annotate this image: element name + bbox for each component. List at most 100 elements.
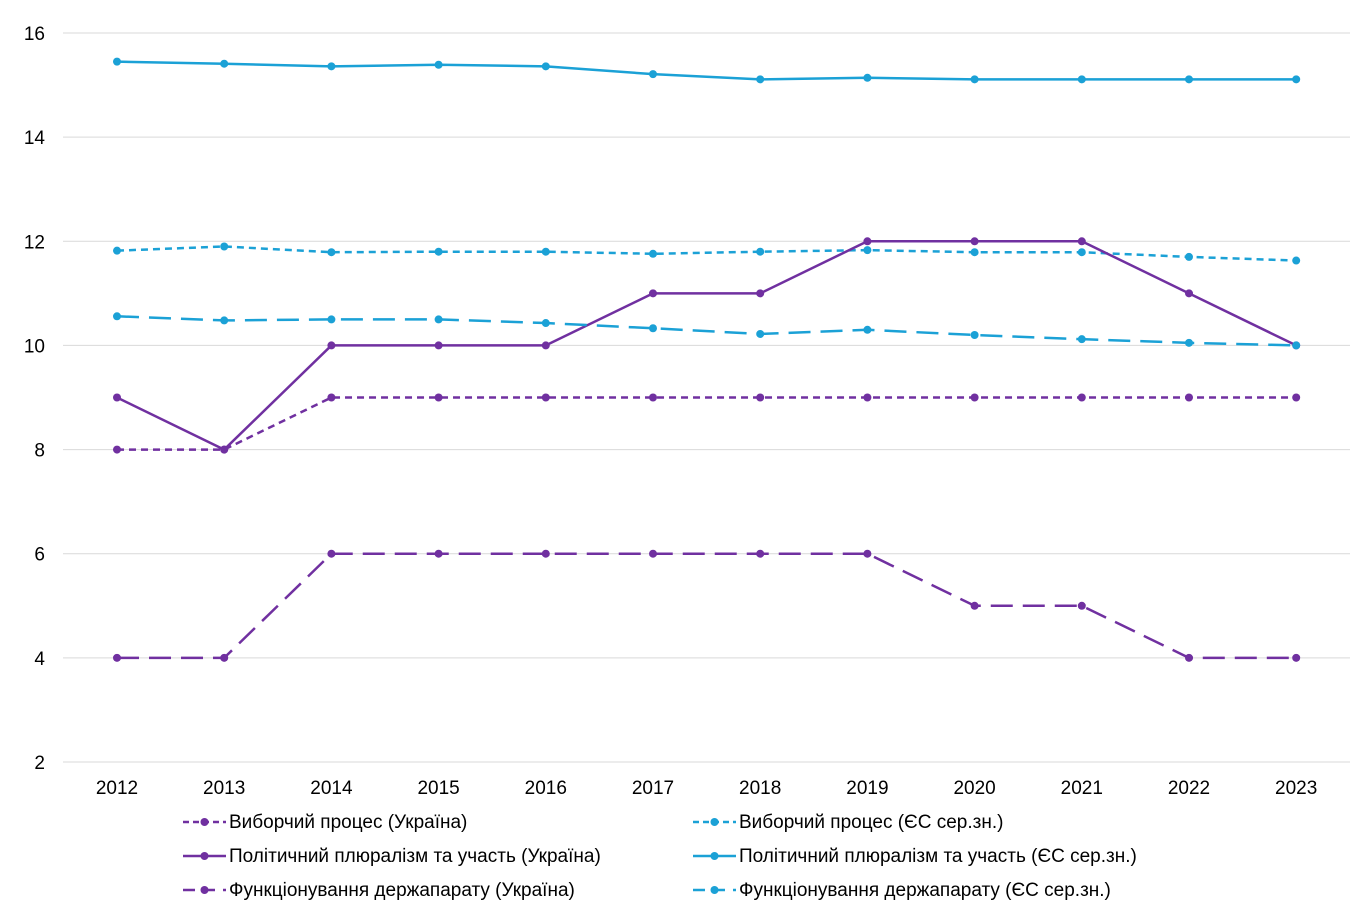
- data-point: [863, 393, 872, 402]
- legend-marker: [710, 818, 719, 826]
- data-point: [327, 341, 336, 350]
- series-4: [113, 57, 1301, 84]
- data-point: [113, 445, 121, 454]
- data-point: [220, 59, 229, 68]
- legend-marker: [200, 818, 209, 826]
- legend-item: Функціонування держапарату (Україна): [183, 880, 575, 901]
- legend-marker: [200, 852, 209, 860]
- series-line: [116, 245, 1297, 262]
- data-point: [113, 653, 121, 662]
- data-point: [541, 247, 550, 256]
- data-point: [649, 70, 657, 79]
- data-point: [434, 393, 443, 402]
- y-tick-label: 14: [24, 128, 46, 149]
- legend-item: Виборчий процес (ЄС сер.зн.): [693, 812, 1003, 833]
- data-point: [541, 341, 550, 350]
- data-point: [541, 62, 550, 71]
- data-point: [1077, 75, 1086, 84]
- legend-label: Виборчий процес (Україна): [229, 812, 467, 833]
- data-point: [541, 549, 550, 558]
- legend-label: Функціонування держапарату (Україна): [229, 880, 575, 901]
- data-point: [220, 242, 229, 251]
- y-tick-label: 8: [34, 441, 45, 462]
- legend: Виборчий процес (Україна) Виборчий процес…: [183, 812, 1137, 901]
- data-point: [220, 653, 229, 662]
- legend-item: Виборчий процес (Україна): [183, 812, 467, 833]
- data-point: [970, 331, 979, 340]
- data-point: [863, 549, 872, 558]
- data-point: [1185, 289, 1193, 298]
- x-axis: 2012 2013 2014 2015 2016 2017 2018 2019 2020 2021…: [96, 778, 1317, 799]
- data-point: [1185, 653, 1193, 662]
- x-tick-label: 2014: [310, 778, 353, 799]
- data-point: [649, 289, 657, 298]
- legend-item: Політичний плюралізм та участь (ЄС сер.з…: [693, 846, 1137, 867]
- legend-item: Політичний плюралізм та участь (Україна): [183, 846, 601, 867]
- series-5: [113, 549, 1301, 662]
- data-point: [434, 315, 443, 324]
- y-tick-label: 12: [24, 232, 45, 253]
- x-tick-label: 2018: [739, 778, 781, 799]
- series-line: [116, 240, 1297, 451]
- data-point: [863, 73, 872, 82]
- data-point: [649, 249, 657, 258]
- series-line: [117, 552, 1297, 660]
- legend-marker: [200, 886, 209, 894]
- data-point: [1077, 393, 1086, 402]
- legend-label: Виборчий процес (ЄС сер.зн.): [739, 812, 1003, 833]
- data-point: [863, 325, 872, 334]
- series-2: [113, 242, 1301, 265]
- legend-label: Функціонування держапарату (ЄС сер.зн.): [739, 880, 1111, 901]
- data-point: [113, 246, 121, 255]
- data-point: [541, 393, 550, 402]
- data-point: [756, 247, 765, 256]
- data-point: [649, 549, 657, 558]
- data-point: [863, 246, 872, 255]
- data-point: [1292, 653, 1301, 662]
- legend-marker: [710, 852, 719, 860]
- data-point: [327, 549, 336, 558]
- data-point: [970, 248, 979, 257]
- x-tick-label: 2022: [1168, 778, 1210, 799]
- series-lines: [113, 57, 1301, 662]
- data-point: [327, 248, 336, 257]
- x-tick-label: 2012: [96, 778, 138, 799]
- series-line: [116, 60, 1297, 81]
- legend-label: Політичний плюралізм та участь (ЄС сер.з…: [739, 846, 1137, 867]
- y-tick-label: 16: [24, 24, 45, 45]
- data-point: [113, 393, 121, 402]
- data-point: [541, 319, 550, 328]
- data-point: [756, 75, 765, 84]
- gridlines: [63, 32, 1350, 763]
- x-tick-label: 2015: [417, 778, 459, 799]
- data-point: [756, 289, 765, 298]
- data-point: [1292, 341, 1301, 350]
- data-point: [1292, 256, 1301, 265]
- data-point: [1185, 338, 1193, 347]
- data-point: [649, 393, 657, 402]
- data-point: [220, 316, 229, 325]
- data-point: [434, 549, 443, 558]
- data-point: [327, 62, 336, 71]
- data-point: [327, 393, 336, 402]
- y-tick-label: 6: [34, 545, 45, 566]
- series-line: [116, 315, 1297, 347]
- data-point: [1185, 393, 1193, 402]
- data-point: [863, 237, 872, 246]
- data-point: [113, 312, 121, 321]
- y-tick-label: 4: [34, 649, 45, 670]
- x-tick-label: 2020: [953, 778, 995, 799]
- y-tick-label: 10: [24, 336, 45, 357]
- series-6: [113, 312, 1301, 350]
- data-point: [756, 329, 765, 338]
- legend-item: Функціонування держапарату (ЄС сер.зн.): [693, 880, 1111, 901]
- data-point: [970, 393, 979, 402]
- series-1: [113, 393, 1301, 454]
- x-tick-label: 2016: [525, 778, 567, 799]
- data-point: [113, 57, 121, 66]
- series-line: [117, 396, 1297, 451]
- legend-marker: [710, 886, 719, 894]
- data-point: [434, 341, 443, 350]
